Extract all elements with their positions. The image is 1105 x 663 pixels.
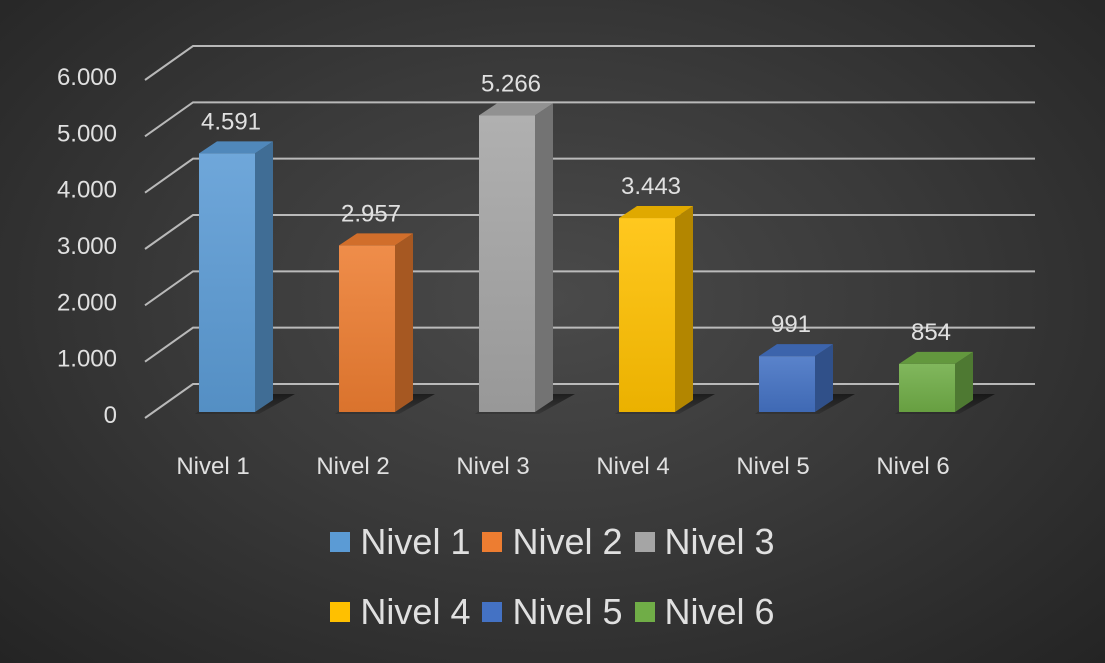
bar-6: 854	[895, 319, 995, 414]
data-label: 3.443	[621, 173, 681, 200]
x-tick-label: Nivel 6	[876, 453, 949, 480]
x-tick-label: Nivel 3	[456, 453, 529, 480]
x-tick-label: Nivel 5	[736, 453, 809, 480]
bar-top-face	[759, 344, 833, 357]
bar-4: 3.443	[615, 173, 715, 414]
legend-item: Nivel 5	[482, 591, 623, 633]
bar-5: 991	[755, 311, 855, 414]
x-tick-label: Nivel 4	[596, 453, 669, 480]
legend-item: Nivel 6	[634, 591, 775, 633]
y-tick-label: 1.000	[57, 346, 117, 373]
gridline	[144, 270, 1035, 307]
bar-top-face	[339, 233, 413, 246]
gridline	[144, 326, 1035, 363]
bar-front-face	[759, 356, 815, 412]
data-label: 854	[911, 319, 951, 346]
bar-top-face	[479, 103, 553, 116]
legend-label: Nivel 1	[360, 521, 471, 562]
gridline	[144, 101, 1035, 138]
y-tick-label: 2.000	[57, 289, 117, 316]
data-label: 4.591	[201, 108, 261, 135]
legend-swatch	[482, 532, 503, 552]
legend-label: Nivel 2	[512, 521, 623, 562]
y-tick-label: 0	[104, 402, 117, 429]
legend-label: Nivel 4	[360, 591, 471, 632]
bar-3: 5.266	[475, 70, 575, 414]
legend-swatch	[330, 532, 351, 552]
data-label: 991	[771, 311, 811, 338]
data-label: 5.266	[481, 70, 541, 97]
bar-side-face	[815, 344, 833, 412]
bar-front-face	[899, 363, 955, 412]
legend-swatch	[634, 532, 655, 552]
gridline	[144, 45, 1035, 81]
data-label: 2.957	[341, 200, 401, 227]
y-tick-label: 5.000	[57, 120, 117, 147]
bar-side-face	[535, 103, 553, 412]
legend-item: Nivel 2	[482, 521, 623, 563]
legend-row-1: Nivel 1 Nivel 2 Nivel 3	[0, 521, 1105, 563]
gridline	[144, 157, 1035, 194]
bar-front-face	[199, 153, 255, 413]
bar-front-face	[619, 218, 675, 412]
legend-item: Nivel 3	[634, 521, 775, 563]
bar-top-face	[899, 351, 973, 364]
grid-layer	[144, 45, 1035, 419]
x-axis-ticks: Nivel 1 Nivel 2 Nivel 3 Nivel 4 Nivel 5 Nivel…	[176, 453, 949, 480]
legend-label: Nivel 6	[664, 591, 775, 632]
bar-top-face	[199, 141, 273, 154]
y-tick-label: 6.000	[57, 64, 117, 91]
bar-front-face	[479, 115, 535, 412]
gridline	[144, 214, 1035, 250]
bars: 4.591 2.957 5.266 3.443 991 854	[195, 70, 995, 414]
legend-swatch	[482, 602, 503, 622]
y-tick-label: 3.000	[57, 233, 117, 260]
gridline	[144, 383, 1035, 419]
bar-front-face	[339, 245, 395, 412]
legend-label: Nivel 3	[664, 521, 775, 562]
bar-side-face	[255, 141, 273, 413]
legend-item: Nivel 1	[330, 521, 470, 563]
bar-2: 2.957	[335, 200, 435, 414]
bar-side-face	[675, 206, 693, 412]
bar-side-face	[395, 233, 413, 412]
y-tick-label: 4.000	[57, 177, 117, 204]
bar-side-face	[955, 351, 973, 412]
y-axis-ticks: 0 1.000 2.000 3.000 4.000 5.000 6.000	[57, 64, 117, 429]
legend-swatch	[330, 602, 351, 622]
legend-row-2: Nivel 4 Nivel 5 Nivel 6	[0, 591, 1105, 633]
x-tick-label: Nivel 1	[176, 453, 249, 480]
bar-1: 4.591	[195, 108, 295, 414]
legend-swatch	[634, 602, 655, 622]
x-tick-label: Nivel 2	[316, 453, 389, 480]
legend-label: Nivel 5	[512, 591, 623, 632]
legend-item: Nivel 4	[330, 591, 470, 633]
bar-top-face	[619, 206, 693, 219]
